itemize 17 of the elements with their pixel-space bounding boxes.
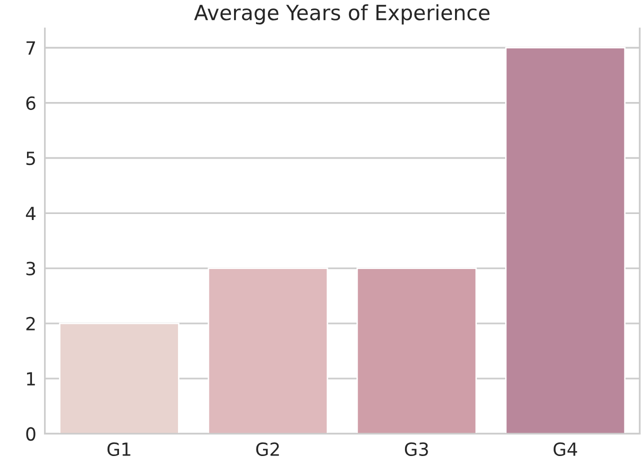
y-tick-label: 5 <box>26 152 35 166</box>
y-tick-label: 4 <box>26 206 36 220</box>
y-tick-label: 7 <box>26 41 35 55</box>
y-tick-label: 3 <box>26 262 36 276</box>
y-tick-label: 1 <box>27 372 35 386</box>
x-tick-label: G4 <box>554 442 578 456</box>
y-tick-label: 2 <box>26 316 35 330</box>
x-tick-label: G3 <box>404 442 428 456</box>
chart-title: Average Years of Experience <box>194 4 490 24</box>
bar <box>505 47 626 434</box>
bar <box>208 268 328 434</box>
bar <box>59 322 180 434</box>
x-tick-label: G1 <box>108 442 130 456</box>
x-tick-label: G2 <box>256 442 279 456</box>
bar <box>356 268 477 434</box>
y-tick-label: 6 <box>26 96 36 110</box>
y-tick-label: 0 <box>26 427 36 441</box>
